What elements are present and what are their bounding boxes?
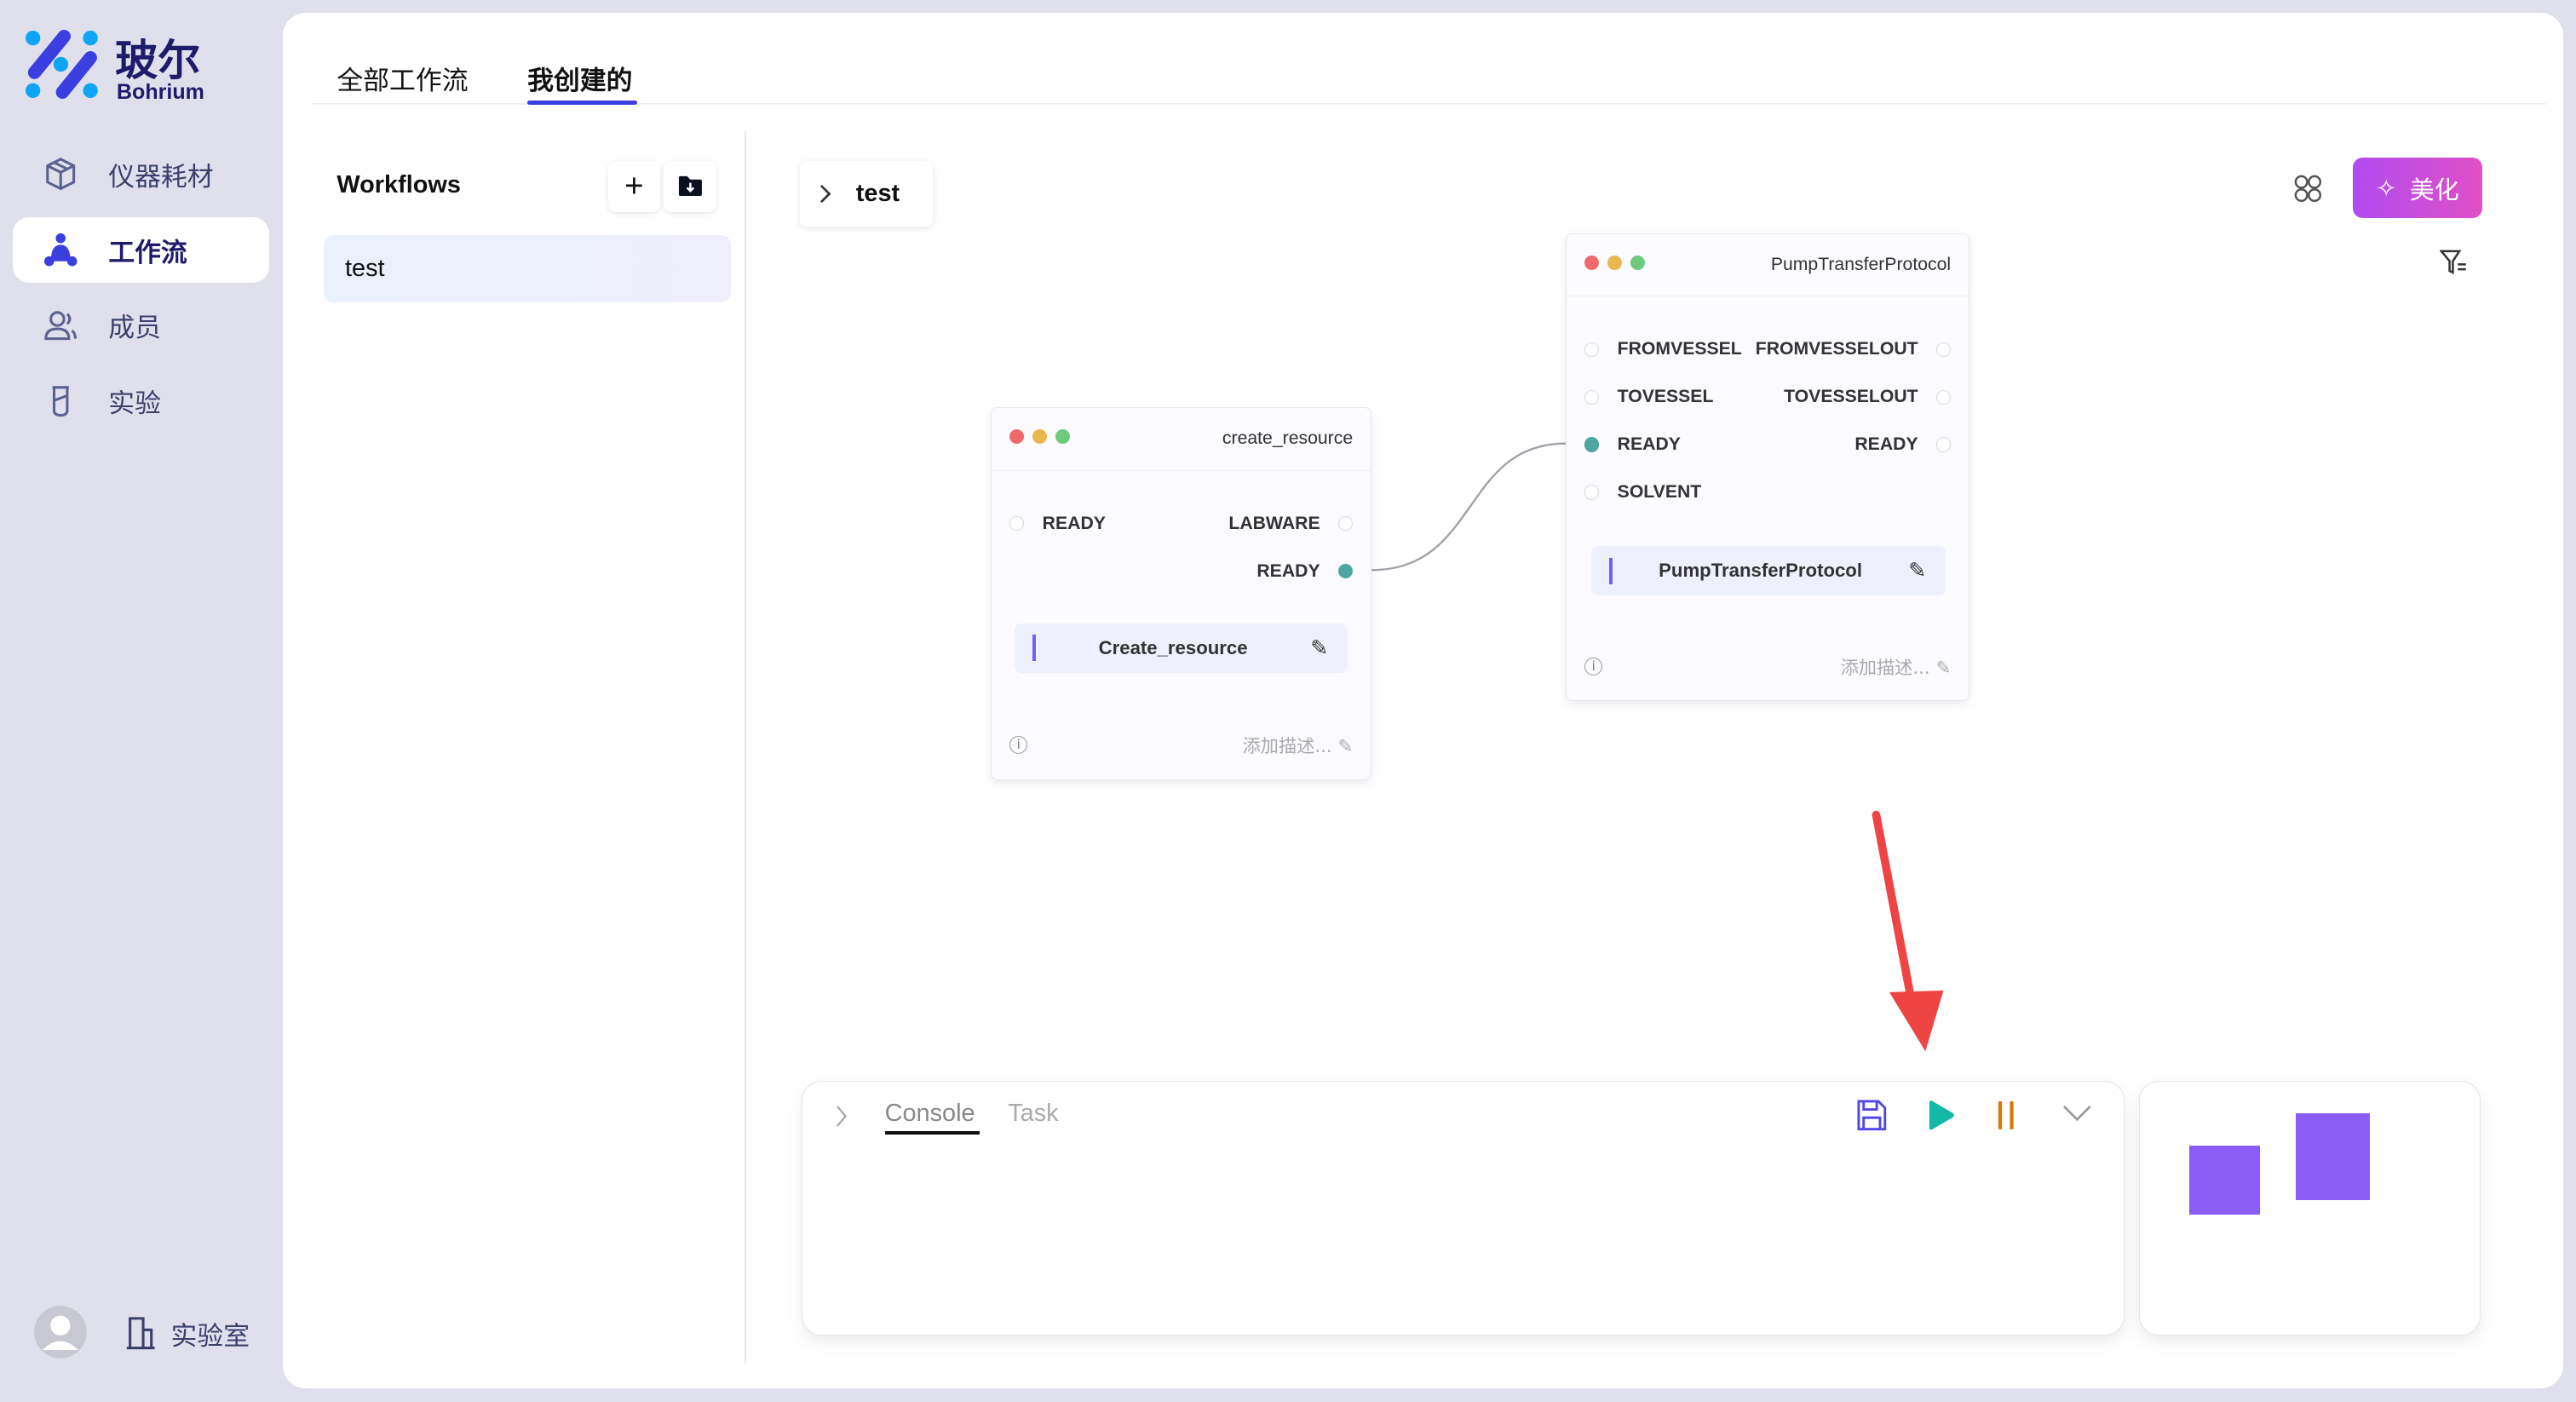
beautify-label: 美化 — [2409, 175, 2459, 204]
tab-all-workflows[interactable]: 全部工作流 — [336, 66, 469, 97]
sidebar-item-label: 实验 — [108, 388, 161, 420]
window-dots — [1584, 255, 1653, 275]
minimap-node-pump-transfer — [2296, 1112, 2370, 1200]
chevron-down-icon[interactable] — [2062, 1105, 2092, 1123]
save-icon[interactable] — [1857, 1100, 1887, 1131]
tab-task[interactable]: Task — [1008, 1100, 1059, 1128]
add-description[interactable]: 添加描述... ✎ — [1840, 657, 1952, 679]
active-tab-underline — [527, 100, 638, 106]
sidebar-item-instruments[interactable]: 仪器耗材 — [13, 141, 269, 207]
input-port-ready[interactable]: READY — [1584, 434, 1681, 455]
plus-icon: + — [624, 167, 644, 204]
layout-grid-icon[interactable] — [2293, 174, 2323, 204]
panel-divider — [744, 131, 746, 1364]
window-dots — [1009, 428, 1078, 449]
pencil-icon: ✎ — [1337, 736, 1354, 758]
input-port-ready[interactable]: READY — [1009, 514, 1106, 534]
avatar[interactable] — [34, 1306, 88, 1359]
tab-my-workflows[interactable]: 我创建的 — [527, 66, 633, 97]
building-icon — [126, 1317, 155, 1350]
node-action-box[interactable]: Create_resource ✎ — [1014, 623, 1348, 673]
output-port-labware[interactable]: LABWARE — [1228, 514, 1354, 534]
lab-switcher[interactable]: 实验室 — [122, 1314, 250, 1353]
minimap[interactable] — [2138, 1080, 2481, 1336]
breadcrumb[interactable]: test — [800, 160, 934, 227]
import-workflow-button[interactable] — [664, 161, 716, 212]
input-port-fromvessel[interactable]: FROMVESSEL — [1584, 339, 1742, 359]
input-port-solvent[interactable]: SOLVENT — [1584, 482, 1701, 503]
node-create-resource[interactable]: create_resource READY LABWARE READY Crea… — [990, 407, 1372, 781]
folder-download-icon — [678, 176, 702, 197]
box-icon — [46, 158, 76, 191]
tabs-divider — [312, 103, 2547, 106]
output-port-ready[interactable]: READY — [1854, 434, 1952, 455]
input-port-tovessel[interactable]: TOVESSEL — [1584, 387, 1713, 407]
tab-console[interactable]: Console — [884, 1100, 975, 1128]
output-port-fromvesselout[interactable]: FROMVESSELOUT — [1756, 339, 1952, 359]
info-icon[interactable]: i — [1009, 736, 1028, 755]
workflows-title: Workflows — [336, 170, 461, 198]
filter-icon[interactable] — [2439, 250, 2468, 276]
flask-icon — [52, 386, 69, 417]
breadcrumb-workflow-name: test — [855, 180, 900, 208]
output-port-ready[interactable]: READY — [1256, 561, 1354, 582]
brand-name-en: Bohrium — [116, 80, 204, 105]
beautify-button[interactable]: ✧ 美化 — [2352, 158, 2483, 219]
sidebar-item-label: 工作流 — [108, 237, 187, 268]
sidebar-item-label: 仪器耗材 — [108, 161, 214, 192]
node-action-label: PumpTransferProtocol — [1659, 560, 1862, 582]
chevron-right-icon — [820, 184, 831, 204]
sidebar-item-experiments[interactable]: 实验 — [13, 368, 269, 434]
node-action-box[interactable]: PumpTransferProtocol ✎ — [1590, 546, 1946, 596]
node-footer: i 添加描述... ✎ — [1009, 732, 1353, 758]
console-panel: Console Task — [802, 1080, 2125, 1336]
play-icon[interactable] — [1926, 1100, 1956, 1131]
edit-icon[interactable]: ✎ — [1310, 635, 1329, 660]
sidebar-item-members[interactable]: 成员 — [13, 292, 269, 358]
chevron-right-icon[interactable] — [836, 1105, 848, 1128]
sidebar-item-workflow[interactable]: 工作流 — [13, 216, 270, 283]
node-title: PumpTransferProtocol — [1770, 254, 1952, 274]
node-pump-transfer-protocol[interactable]: PumpTransferProtocol FROMVESSEL TOVESSEL… — [1565, 233, 1970, 702]
brand-name-cn: 玻尔 — [114, 34, 201, 85]
workflow-name: test — [344, 254, 385, 282]
add-description[interactable]: 添加描述... ✎ — [1242, 736, 1354, 758]
sparkle-icon: ✧ — [2376, 173, 2397, 203]
bohrium-logo-icon — [25, 29, 98, 99]
info-icon[interactable]: i — [1584, 657, 1603, 675]
workflow-icon — [44, 233, 78, 267]
minimap-node-create-resource — [2188, 1146, 2260, 1215]
node-footer: i 添加描述... ✎ — [1584, 653, 1951, 680]
sidebar-item-label: 成员 — [108, 313, 161, 344]
node-action-label: Create_resource — [1098, 636, 1248, 658]
members-icon — [44, 310, 78, 340]
output-port-tovesselout[interactable]: TOVESSELOUT — [1784, 387, 1952, 407]
workflow-list-item[interactable]: test — [323, 234, 732, 302]
add-workflow-button[interactable]: + — [608, 161, 661, 212]
active-tab-underline — [884, 1130, 980, 1135]
edit-icon[interactable]: ✎ — [1908, 559, 1927, 583]
pause-icon[interactable] — [1997, 1101, 2016, 1129]
lab-label: 实验室 — [170, 1320, 250, 1352]
node-title: create_resource — [1222, 428, 1354, 449]
pencil-icon: ✎ — [1935, 657, 1952, 679]
